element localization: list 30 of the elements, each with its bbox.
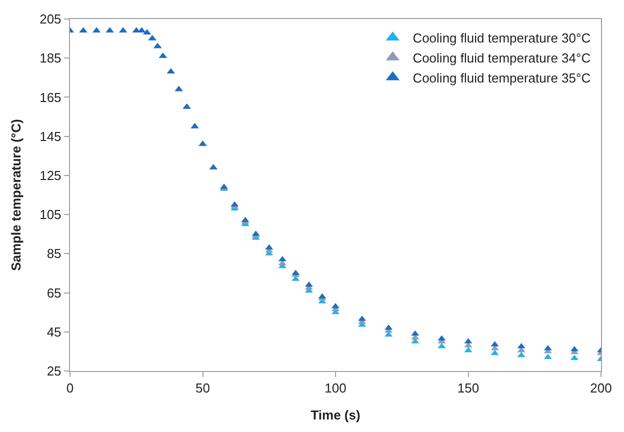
y-tick-label: 105 xyxy=(40,207,62,222)
point xyxy=(570,346,578,352)
x-tick-label: 50 xyxy=(196,380,210,396)
point xyxy=(265,244,274,250)
point xyxy=(490,350,499,356)
point xyxy=(384,324,393,330)
point xyxy=(304,281,313,287)
point xyxy=(464,346,472,352)
y-tick-label: 125 xyxy=(40,168,62,183)
y-tick-label: 65 xyxy=(46,285,62,300)
y-tick-label: 45 xyxy=(46,324,62,340)
x-tick-label: 0 xyxy=(66,380,74,396)
y-tick-label: 165 xyxy=(40,90,62,105)
point xyxy=(517,352,526,358)
legend-label: Cooling fluid temperature 35°C xyxy=(412,70,591,86)
point xyxy=(570,354,578,360)
y-tick-label: 25 xyxy=(46,364,62,379)
y-axis-title: Sample temperature (°C) xyxy=(8,119,24,271)
point xyxy=(411,330,420,336)
x-tick-label: 150 xyxy=(457,380,480,396)
y-tick-label: 145 xyxy=(40,128,62,144)
y-tick-label: 205 xyxy=(40,12,62,27)
legend-label: Cooling fluid temperature 30°C xyxy=(412,30,591,46)
legend-label: Cooling fluid temperature 34°C xyxy=(412,50,591,66)
x-tick-label: 200 xyxy=(590,380,612,396)
y-tick-label: 185 xyxy=(40,50,62,66)
x-tick-label: 100 xyxy=(324,380,346,396)
point xyxy=(544,354,552,360)
y-tick-label: 85 xyxy=(46,246,62,262)
x-axis-title: Time (s) xyxy=(310,407,360,422)
